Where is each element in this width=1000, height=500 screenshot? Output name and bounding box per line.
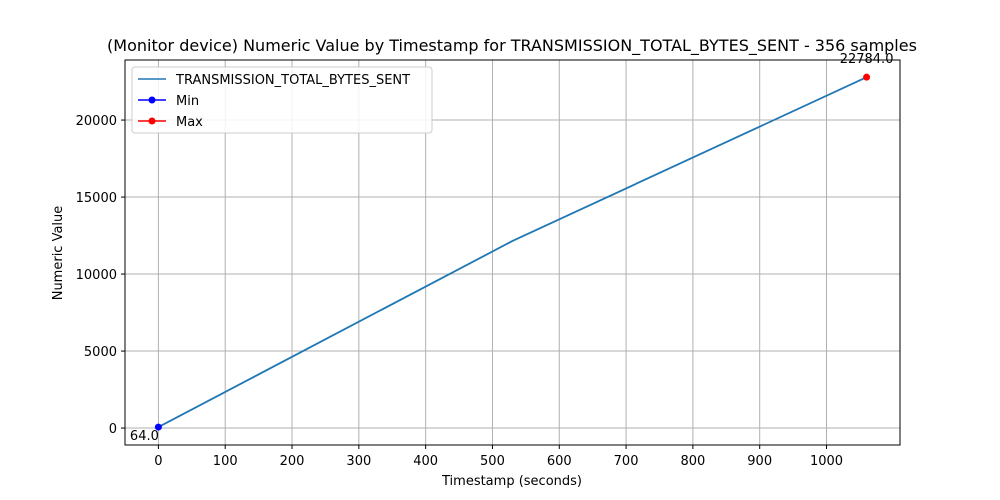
max-value-label: 22784.0 [840, 52, 894, 67]
series-layer [157, 76, 867, 428]
series-line [157, 76, 867, 428]
x-tick-label: 100 [213, 454, 238, 469]
plot-frame [124, 59, 901, 446]
y-tick-label: 20000 [76, 114, 117, 129]
x-tick-label: 800 [680, 454, 705, 469]
max-marker [863, 73, 871, 81]
axis-ticks: 0 100 200 300 400 500 600 700 800 900 100005000100… [76, 114, 843, 469]
x-tick-label: 700 [614, 454, 639, 469]
x-tick-label: 900 [747, 454, 772, 469]
x-tick-label: 1000 [810, 454, 843, 469]
marker-layer: 64.0 22784.0 [130, 52, 894, 444]
chart-title: (Monitor device) Numeric Value by Timest… [107, 36, 917, 56]
x-tick-label: 400 [413, 454, 438, 469]
x-tick-label: 200 [280, 454, 305, 469]
legend-marker-min [148, 96, 156, 104]
y-tick-label: 0 [109, 422, 117, 437]
y-tick-label: 15000 [76, 191, 117, 206]
y-axis-label: Numeric Value [51, 206, 66, 301]
x-tick-label: 500 [480, 454, 505, 469]
legend-label-max: Max [176, 115, 203, 130]
legend-box [131, 66, 433, 134]
y-tick-label: 5000 [84, 345, 117, 360]
x-axis-label: Timestamp (seconds) [441, 474, 582, 489]
legend-marker-max [148, 117, 156, 125]
min-marker [154, 423, 162, 431]
x-tick-label: 300 [346, 454, 371, 469]
min-value-label: 64.0 [130, 429, 159, 444]
x-tick-label: 0 [154, 454, 162, 469]
legend: TRANSMISSION_TOTAL_BYTES_SENT Min Max [131, 66, 433, 134]
legend-label-series: TRANSMISSION_TOTAL_BYTES_SENT [175, 73, 410, 88]
legend-label-min: Min [176, 94, 199, 109]
y-tick-label: 10000 [76, 268, 117, 283]
x-tick-label: 600 [547, 454, 572, 469]
